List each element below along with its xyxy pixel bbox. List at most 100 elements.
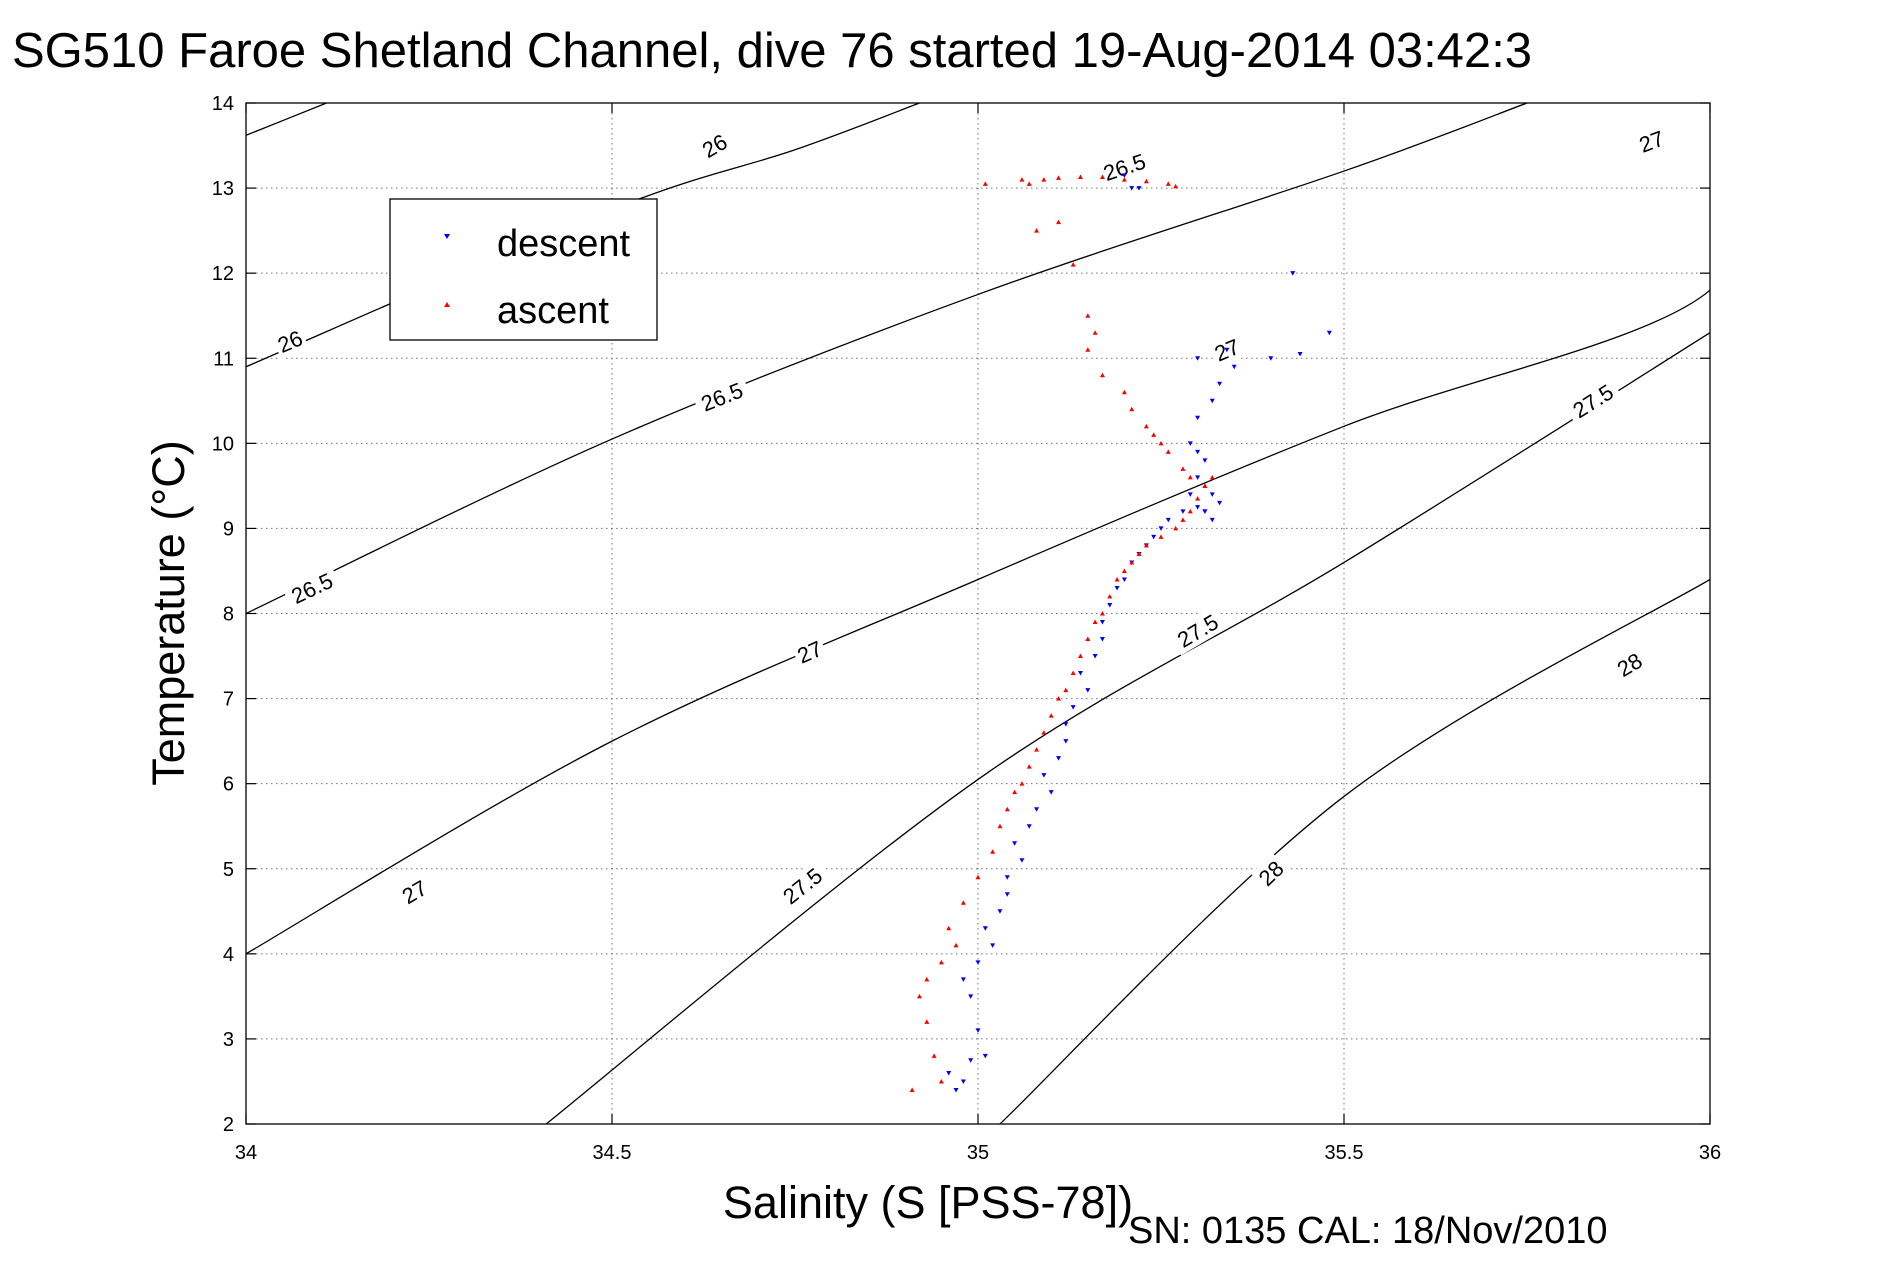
ascent-point: [953, 942, 959, 948]
descent-point: [1056, 756, 1062, 761]
ascent-point: [1034, 747, 1040, 752]
descent-point: [1158, 526, 1164, 531]
descent-point: [968, 994, 974, 999]
descent-point: [975, 1028, 981, 1033]
descent-point: [975, 960, 981, 965]
ascent-point: [1136, 551, 1142, 556]
descent-point: [982, 926, 988, 931]
ascent-point: [1056, 175, 1062, 180]
ascent-point: [1129, 406, 1135, 412]
ascent-point: [924, 1019, 930, 1024]
descent-point: [953, 1087, 959, 1093]
ascent-point: [1077, 174, 1083, 180]
ascent-point: [975, 874, 981, 880]
ascent-point: [1114, 576, 1120, 582]
ascent-point: [1041, 177, 1047, 182]
contour-label: 27: [1632, 123, 1671, 159]
legend-descent-label: descent: [497, 223, 631, 265]
ascent-point: [982, 181, 988, 186]
y-tick-label: 2: [223, 1114, 234, 1136]
ascent-point: [1129, 559, 1135, 565]
serial-calibration-note: SN: 0135 CAL: 18/Nov/2010: [1128, 1210, 1608, 1252]
ascent-point: [946, 925, 952, 931]
ascent-point: [1165, 181, 1171, 186]
y-tick-label: 13: [212, 178, 234, 200]
ascent-point: [1158, 534, 1164, 539]
descent-point: [1209, 398, 1215, 404]
y-axis-label: Temperature (°C): [143, 440, 194, 786]
descent-point: [1004, 892, 1010, 897]
y-tick-label: 4: [223, 944, 234, 966]
contour-label: 27.5: [773, 858, 832, 913]
legend-descent-marker: [444, 234, 450, 239]
y-tick-label: 14: [212, 93, 234, 115]
descent-point: [1268, 356, 1274, 361]
y-tick-label: 6: [223, 774, 234, 796]
ascent-point: [1063, 687, 1069, 693]
y-axis-ticks: 2 3 4 5 6 7 8 9 10 11 12 13 14: [212, 93, 1710, 1136]
ascent-point: [1121, 568, 1127, 573]
contour-label: 28: [1250, 853, 1291, 893]
descent-point: [1114, 585, 1120, 591]
x-tick-label: 34: [235, 1142, 257, 1164]
contour-line: [246, 103, 1528, 615]
ascent-point: [1209, 474, 1215, 480]
ascent-point: [1026, 764, 1032, 769]
ascent-point: [1041, 730, 1047, 735]
ascent-point: [1012, 789, 1018, 795]
contour-line: [999, 578, 1710, 1124]
descent-point: [990, 943, 996, 948]
y-tick-label: 12: [212, 263, 234, 285]
ascent-series: [909, 174, 1215, 1092]
contour-label: 26: [694, 126, 734, 165]
descent-point: [1297, 351, 1303, 357]
ascent-point: [1187, 508, 1193, 514]
ascent-point: [909, 1087, 915, 1092]
descent-point: [1034, 807, 1040, 812]
descent-point: [1195, 505, 1201, 510]
descent-point: [1195, 449, 1201, 455]
ascent-point: [1121, 389, 1127, 395]
legend-ascent-marker: [444, 302, 450, 307]
descent-point: [1070, 705, 1076, 710]
contour-label: 27: [394, 872, 434, 911]
ascent-point: [1187, 474, 1193, 480]
descent-point: [1217, 381, 1223, 387]
ascent-point: [1151, 432, 1157, 437]
descent-point: [1195, 356, 1201, 361]
ascent-point: [1202, 483, 1208, 488]
descent-point: [1202, 458, 1208, 463]
ascent-point: [1056, 219, 1062, 225]
descent-point: [1077, 671, 1083, 676]
contour-line: [246, 103, 327, 136]
descent-series: [946, 173, 1332, 1093]
descent-point: [1121, 173, 1127, 178]
y-tick-label: 11: [213, 348, 234, 370]
descent-point: [1326, 330, 1332, 336]
x-tick-label: 35: [967, 1142, 989, 1164]
ascent-point: [1143, 542, 1149, 548]
ascent-point: [1092, 619, 1098, 625]
contour-line: [246, 103, 920, 368]
ascent-point: [1143, 423, 1149, 429]
descent-point: [1195, 415, 1201, 421]
ascent-point: [1019, 177, 1025, 182]
descent-point: [1217, 500, 1223, 506]
ascent-point: [1056, 696, 1062, 701]
y-tick-label: 10: [212, 433, 234, 455]
descent-point: [1041, 773, 1047, 778]
descent-point: [968, 1058, 974, 1063]
descent-point: [960, 1079, 966, 1084]
ascent-point: [1085, 636, 1091, 642]
ascent-point: [1099, 611, 1105, 616]
descent-point: [1224, 347, 1230, 353]
descent-point: [1048, 790, 1054, 795]
descent-point: [1121, 577, 1127, 582]
descent-point: [1209, 517, 1215, 523]
ascent-point: [990, 849, 996, 854]
chart-title: SG510 Faroe Shetland Channel, dive 76 st…: [12, 24, 1532, 78]
svg-text:26.5: 26.5: [697, 378, 746, 417]
ascent-point: [1085, 347, 1091, 352]
ascent-point: [1099, 174, 1105, 180]
